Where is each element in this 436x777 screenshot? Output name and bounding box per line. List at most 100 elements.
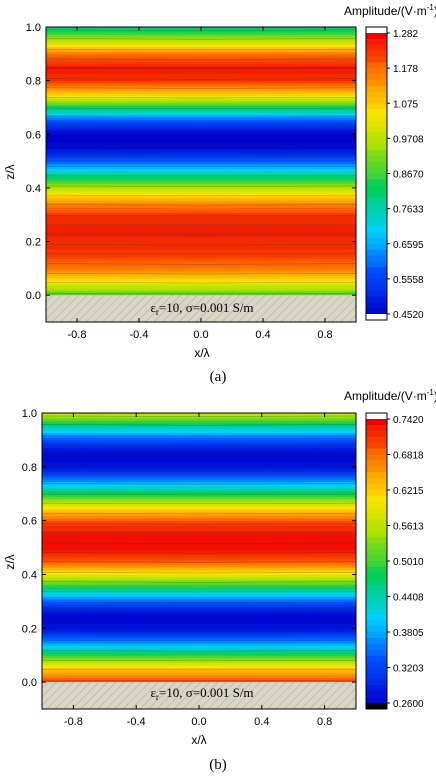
field-band (42, 474, 356, 478)
field-band (46, 258, 356, 262)
contour-line (45, 126, 357, 128)
field-band (42, 471, 356, 475)
field-band (42, 606, 356, 610)
colorbar-swatch (366, 249, 387, 256)
field-band (46, 92, 356, 96)
field-band (42, 557, 356, 561)
colorbar-swatch (366, 436, 387, 444)
ground-label: εr=10, σ=0.001 S/m (150, 300, 253, 317)
field-band (46, 287, 356, 291)
ground-layer (46, 295, 356, 322)
field-band (42, 679, 356, 683)
field-band (46, 217, 356, 221)
colorbar-swatch (366, 138, 387, 145)
field-band (42, 584, 356, 588)
field-band (46, 246, 356, 250)
colorbar-swatch (366, 255, 387, 262)
field-band (46, 292, 356, 296)
contour-line (41, 464, 357, 466)
field-band (46, 219, 356, 223)
field-band (46, 183, 356, 187)
colorbar-swatch (366, 38, 387, 46)
field-band (46, 114, 356, 118)
colorbar-cap-top (366, 27, 387, 33)
contour-line (45, 234, 357, 235)
field-band (46, 156, 356, 160)
field-band (46, 80, 356, 84)
field-band (46, 214, 356, 218)
y-tick-label: 0.8 (26, 76, 41, 88)
field-band (42, 459, 356, 463)
y-tick-label: 0.0 (26, 290, 41, 302)
colorbar-swatch (366, 424, 387, 432)
colorbar-swatch (366, 572, 387, 580)
colorbar-swatch (366, 661, 387, 668)
field-band (46, 105, 356, 109)
field-band (46, 175, 356, 179)
contour-line (45, 78, 357, 80)
colorbar-swatch (366, 484, 387, 491)
y-axis-label: z/λ (3, 164, 17, 179)
colorbar-swatch (366, 596, 387, 603)
y-axis: 0.0 0.2 0.4 0.6 0.8 1.0 (26, 22, 356, 302)
field-band (46, 61, 356, 65)
field-band (46, 136, 356, 140)
field-band (42, 510, 356, 514)
field-band (42, 498, 356, 502)
field-band (46, 144, 356, 148)
field-band (46, 146, 356, 150)
contour-line (45, 194, 357, 196)
colorbar-swatch (366, 673, 387, 680)
contour-line (45, 107, 357, 109)
contour-line (41, 444, 357, 446)
contour-line (41, 660, 357, 662)
field-band (42, 655, 356, 659)
field-band (42, 486, 356, 490)
field-band (42, 598, 356, 602)
contour-line (45, 97, 357, 99)
heatmap-field (41, 413, 357, 683)
colorbar-swatch (366, 430, 387, 438)
field-band (46, 236, 356, 240)
contour-line (41, 453, 357, 455)
y-tick-label: 0.6 (22, 516, 37, 528)
contour-line (45, 87, 357, 89)
field-band (42, 618, 356, 622)
colorbar-swatch (366, 208, 387, 215)
x-tick-label: 0.0 (191, 716, 206, 728)
y-tick-label: 1.0 (26, 22, 41, 34)
y-tick-label: 0.2 (26, 237, 41, 249)
field-band (42, 503, 356, 507)
colorbar-tick-label: 0.5010 (393, 557, 424, 568)
field-band (42, 549, 356, 554)
contour-line (41, 572, 357, 574)
contour-line (45, 116, 357, 118)
field-band (42, 547, 356, 551)
field-band (46, 243, 356, 248)
field-band (42, 562, 356, 566)
field-band (42, 461, 356, 465)
contour-line (45, 204, 357, 206)
colorbar-swatch (366, 97, 387, 104)
field-band (46, 239, 356, 243)
field-band (42, 430, 356, 434)
colorbar-swatch (366, 608, 387, 615)
colorbar-swatch (366, 68, 387, 75)
colorbar-swatch (366, 273, 387, 280)
field-band (46, 41, 356, 45)
field-band (46, 273, 356, 277)
colorbar-swatch (366, 442, 387, 450)
x-tick-label: -0.8 (68, 329, 87, 341)
y-axis: 0.0 0.2 0.4 0.6 0.8 1.0 (22, 408, 356, 689)
field-band (46, 139, 356, 143)
colorbar-swatch (366, 202, 387, 210)
colorbar-swatch (366, 62, 387, 69)
colorbar-swatch (366, 179, 387, 186)
ground-label: εr=10, σ=0.001 S/m (150, 685, 253, 702)
colorbar-tick-label: 0.5558 (393, 275, 424, 286)
field-band (42, 667, 356, 671)
colorbar-swatch (366, 448, 387, 455)
field-band (46, 204, 356, 209)
contour-line (45, 253, 357, 254)
colorbar-title: Amplitude/(V·m-1) (344, 388, 436, 403)
